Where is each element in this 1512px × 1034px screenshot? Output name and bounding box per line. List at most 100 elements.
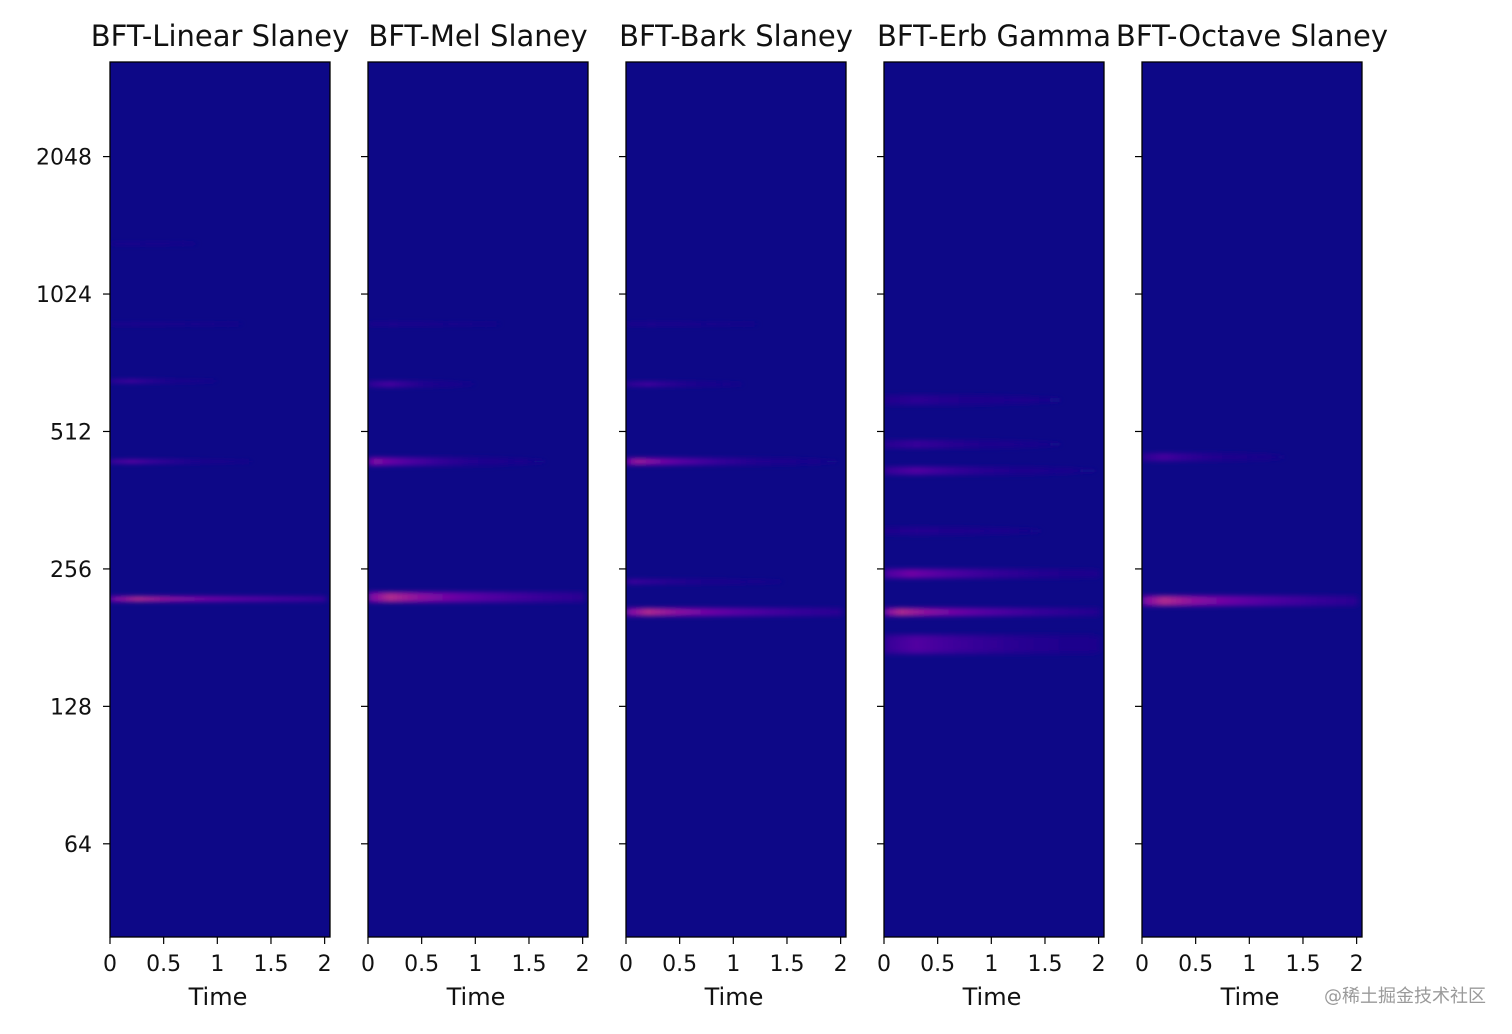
heatmap-cell — [200, 595, 206, 603]
heatmap-cell — [646, 321, 652, 327]
heatmap-cell — [1059, 568, 1065, 580]
heatmap-cell — [1019, 607, 1025, 617]
heatmap-cell — [1054, 607, 1060, 617]
heatmap-cell — [894, 465, 900, 476]
heatmap-cell — [741, 457, 747, 466]
heatmap-cell — [115, 242, 121, 246]
heatmap-cell — [786, 457, 792, 466]
heatmap-cell — [919, 394, 925, 407]
heatmap-cell — [255, 595, 261, 603]
y-axis: 64 128 256 512 1024 2048 — [36, 146, 92, 858]
heatmap-cell — [573, 591, 579, 604]
heatmap-cell — [894, 607, 900, 617]
heatmap-cell — [125, 379, 131, 384]
heatmap-cell — [914, 439, 920, 450]
heatmap-cell — [373, 591, 379, 604]
heatmap-cell — [428, 322, 434, 327]
heatmap-cell — [1009, 528, 1015, 534]
heatmap-cell — [721, 607, 727, 617]
heatmap-cell — [1089, 633, 1095, 656]
heatmap-cell — [120, 459, 126, 464]
heatmap-cell — [914, 526, 920, 536]
heatmap-cell — [265, 595, 271, 603]
heatmap-cell — [959, 439, 965, 450]
heatmap-cell — [676, 457, 682, 466]
heatmap-cell — [1292, 594, 1298, 607]
heatmap-cell — [766, 457, 772, 466]
heatmap-cell — [1029, 529, 1035, 533]
heatmap-cell — [969, 568, 975, 580]
panel-4: BFT-Erb Gamma 0 0.5 1 1.5 2 Time — [877, 19, 1111, 1011]
heatmap-cell — [889, 394, 895, 407]
heatmap-cell — [969, 633, 975, 656]
heatmap-cell — [1049, 633, 1055, 656]
heatmap-cell — [270, 595, 276, 603]
heatmap-cell — [413, 380, 419, 388]
heatmap-cell — [944, 439, 950, 450]
heatmap-cell — [979, 439, 985, 450]
x-tick-label: 1 — [1242, 952, 1256, 977]
heatmap-cell — [909, 439, 915, 450]
heatmap-cell — [468, 456, 474, 467]
heatmap-cell — [438, 456, 444, 467]
heatmap-cell — [180, 379, 186, 384]
heatmap-cell — [791, 457, 797, 466]
heatmap-cell — [1177, 594, 1183, 607]
heatmap-cell — [741, 607, 747, 617]
heatmap-cell — [706, 578, 712, 585]
heatmap-cell — [636, 578, 642, 585]
heatmap-cell — [999, 440, 1005, 449]
x-tick-label: 0 — [877, 952, 891, 977]
heatmap-cell — [1262, 594, 1268, 607]
heatmap-cell — [949, 607, 955, 617]
heatmap-cell — [999, 527, 1005, 535]
heatmap-cell — [423, 322, 429, 327]
heatmap-cell — [884, 568, 890, 580]
heatmap-cell — [959, 607, 965, 617]
heatmap-cell — [889, 568, 895, 580]
heatmap-cell — [1059, 607, 1065, 617]
x-tick-label: 0.5 — [662, 952, 697, 977]
heatmap-cell — [924, 465, 930, 476]
heatmap-cell — [185, 242, 191, 246]
heatmap-cell — [999, 568, 1005, 580]
heatmap-cell — [1004, 527, 1010, 535]
heatmap-cell — [641, 321, 647, 327]
heatmap-cell — [1197, 594, 1203, 607]
heatmap-cell — [821, 607, 827, 617]
heatmap-cell — [413, 321, 419, 327]
heatmap-cell — [924, 633, 930, 656]
heatmap-cell — [1014, 528, 1020, 534]
heatmap-cell — [1217, 594, 1223, 607]
heatmap-cell — [666, 578, 672, 585]
heatmap-cell — [994, 633, 1000, 656]
heatmap-cell — [373, 380, 379, 388]
heatmap-cell — [889, 607, 895, 617]
heatmap-cell — [110, 242, 116, 246]
heatmap-cell — [746, 579, 752, 584]
heatmap-cell — [681, 322, 687, 327]
heatmap-cell — [453, 456, 459, 467]
heatmap-cell — [944, 633, 950, 656]
heatmap-cell — [899, 465, 905, 476]
heatmap-cell — [646, 607, 652, 617]
heatmap-cell — [403, 321, 409, 327]
heatmap-cell — [949, 439, 955, 450]
heatmap-cell — [130, 459, 136, 464]
heatmap-cell — [686, 607, 692, 617]
x-tick-label: 1 — [468, 952, 482, 977]
heatmap-cell — [1014, 395, 1020, 405]
heatmap-cell — [1039, 633, 1045, 656]
heatmap-cell — [1257, 594, 1263, 607]
heatmap-cell — [1009, 395, 1015, 405]
heatmap-cell — [468, 322, 474, 326]
heatmap-cell — [969, 439, 975, 450]
heatmap-cell — [646, 457, 652, 466]
heatmap-cell — [746, 322, 752, 326]
heatmap-cell — [295, 595, 301, 603]
heatmap-cell — [403, 591, 409, 604]
heatmap-cell — [428, 380, 434, 388]
heatmap-cell — [140, 595, 146, 603]
